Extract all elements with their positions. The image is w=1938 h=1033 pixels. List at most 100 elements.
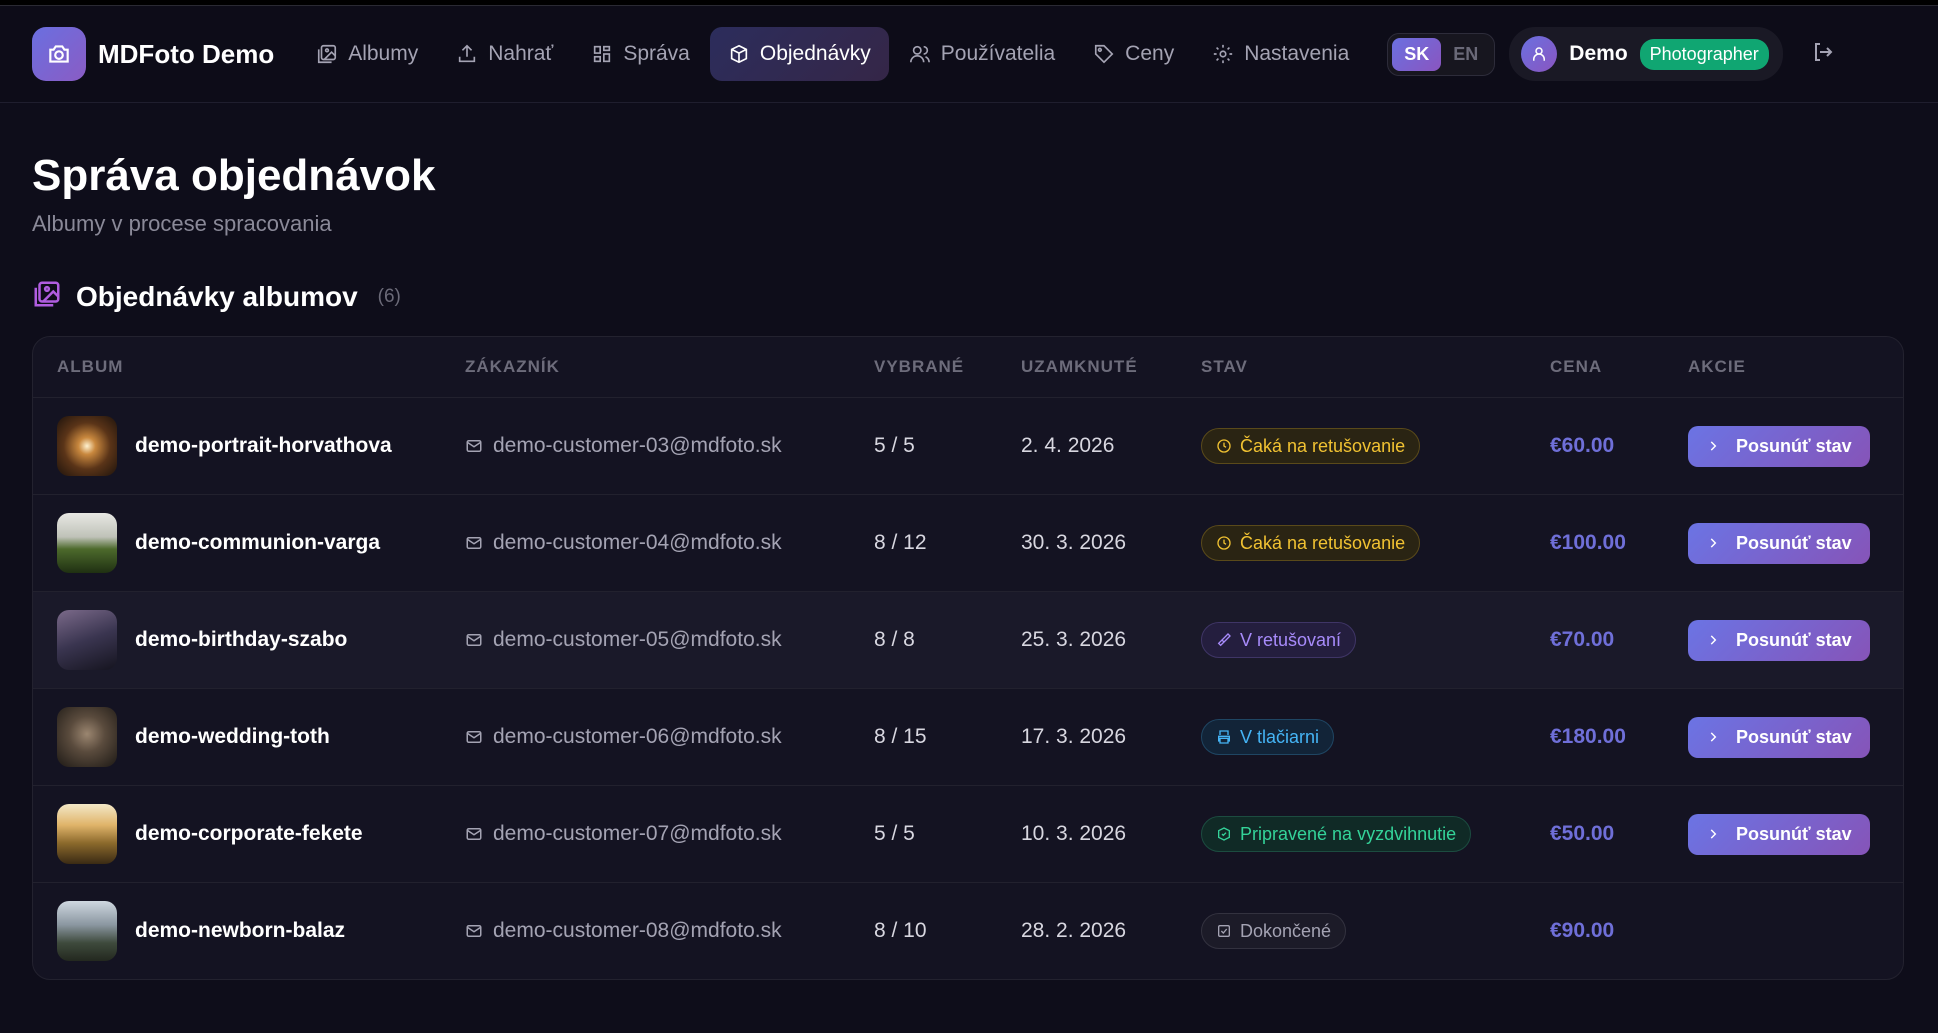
- album-name[interactable]: demo-communion-varga: [135, 531, 381, 554]
- header-status[interactable]: STAV: [1201, 357, 1248, 376]
- lang-sk[interactable]: SK: [1392, 37, 1442, 71]
- album-thumbnail[interactable]: [57, 416, 117, 476]
- album-thumbnail[interactable]: [57, 707, 117, 767]
- advance-status-button[interactable]: Posunúť stav: [1688, 425, 1870, 467]
- button-label: Posunúť stav: [1736, 532, 1852, 553]
- status-label: V retušovaní: [1240, 629, 1342, 650]
- album-thumbnail[interactable]: [57, 513, 117, 573]
- status-badge: Dokončené: [1201, 913, 1347, 949]
- advance-status-button[interactable]: Posunúť stav: [1688, 522, 1870, 564]
- brand-name[interactable]: MDFoto Demo: [98, 38, 275, 69]
- table-row[interactable]: demo-communion-varga demo-customer-04@md…: [33, 494, 1903, 591]
- nav-používatelia[interactable]: Používatelia: [891, 27, 1073, 81]
- header-locked[interactable]: UZAMKNUTÉ: [1021, 357, 1138, 376]
- button-label: Posunúť stav: [1736, 726, 1852, 747]
- status-badge: V retušovaní: [1201, 622, 1357, 658]
- nav-správa[interactable]: Správa: [573, 27, 708, 81]
- status-badge: Pripravené na vyzdvihnutie: [1201, 816, 1472, 852]
- advance-status-button[interactable]: Posunúť stav: [1688, 716, 1870, 758]
- tag-icon: [1095, 44, 1114, 64]
- user-menu[interactable]: Demo Photographer: [1509, 27, 1783, 81]
- section-title: Objednávky albumov: [76, 280, 358, 312]
- page-title: Správa objednávok: [32, 151, 436, 200]
- album-name[interactable]: demo-wedding-toth: [135, 725, 330, 748]
- album-thumbnail[interactable]: [57, 804, 117, 864]
- album-thumbnail[interactable]: [57, 610, 117, 670]
- chevron-right-icon: [1710, 441, 1717, 451]
- lang-en[interactable]: EN: [1453, 43, 1479, 64]
- customer-email: demo-customer-07@mdfoto.sk: [493, 822, 782, 845]
- button-label: Posunúť stav: [1736, 435, 1852, 456]
- mail-icon: [466, 828, 482, 840]
- price: €100.00: [1550, 531, 1626, 554]
- header-customer[interactable]: ZÁKAZNÍK: [465, 357, 560, 376]
- camera-icon[interactable]: [32, 27, 86, 81]
- nav-nahrať[interactable]: Nahrať: [438, 27, 571, 81]
- orders-table: ALBUM ZÁKAZNÍK VYBRANÉ UZAMKNUTÉ STAV CE…: [32, 336, 1904, 980]
- clock-icon: [1217, 536, 1231, 550]
- table-row[interactable]: demo-birthday-szabo demo-customer-05@mdf…: [33, 591, 1903, 688]
- nav-objednávky[interactable]: Objednávky: [709, 27, 889, 81]
- nav-label: Objednávky: [759, 42, 871, 65]
- table-header: ALBUM ZÁKAZNÍK VYBRANÉ UZAMKNUTÉ STAV CE…: [33, 337, 1903, 397]
- nav-albumy[interactable]: Albumy: [298, 27, 436, 81]
- package-icon: [730, 44, 748, 64]
- table-row[interactable]: demo-portrait-horvathova demo-customer-0…: [33, 397, 1903, 494]
- status-badge: Čaká na retušovanie: [1201, 525, 1421, 561]
- price: €90.00: [1550, 919, 1615, 942]
- locked-date: 30. 3. 2026: [1021, 531, 1127, 554]
- header-actions: AKCIE: [1688, 357, 1746, 376]
- selected-count: 8 / 8: [874, 628, 915, 651]
- status-label: Čaká na retušovanie: [1240, 435, 1406, 456]
- mail-icon: [466, 731, 482, 743]
- advance-status-button[interactable]: Posunúť stav: [1688, 813, 1870, 855]
- button-label: Posunúť stav: [1736, 823, 1852, 844]
- check-square-icon: [1218, 925, 1230, 937]
- price: €70.00: [1550, 628, 1615, 651]
- album-name[interactable]: demo-corporate-fekete: [135, 822, 363, 845]
- window-top-border: [0, 0, 1938, 6]
- album-thumbnail[interactable]: [57, 901, 117, 961]
- chevron-right-icon: [1710, 732, 1717, 742]
- price: €180.00: [1550, 725, 1626, 748]
- nav-nastavenia[interactable]: Nastavenia: [1194, 27, 1367, 81]
- locked-date: 2. 4. 2026: [1021, 434, 1115, 457]
- table-row[interactable]: demo-wedding-toth demo-customer-06@mdfot…: [33, 688, 1903, 785]
- chevron-right-icon: [1710, 829, 1717, 839]
- status-badge: Čaká na retušovanie: [1201, 428, 1421, 464]
- nav-ceny[interactable]: Ceny: [1075, 27, 1192, 81]
- selected-count: 8 / 12: [874, 531, 927, 554]
- logout-icon[interactable]: [1811, 40, 1835, 69]
- image-icon: [318, 44, 337, 64]
- price: €50.00: [1550, 822, 1615, 845]
- package-check-icon: [1218, 827, 1230, 841]
- album-name[interactable]: demo-portrait-horvathova: [135, 434, 392, 457]
- selected-count: 8 / 15: [874, 725, 927, 748]
- locked-date: 25. 3. 2026: [1021, 628, 1127, 651]
- mail-icon: [466, 440, 482, 452]
- mail-icon: [466, 634, 482, 646]
- button-label: Posunúť stav: [1736, 629, 1852, 650]
- table-row[interactable]: demo-corporate-fekete demo-customer-07@m…: [33, 785, 1903, 882]
- header-price[interactable]: CENA: [1550, 357, 1603, 376]
- upload-icon: [459, 44, 476, 63]
- header-selected[interactable]: VYBRANÉ: [874, 357, 965, 376]
- status-label: Dokončené: [1240, 920, 1332, 941]
- mail-icon: [466, 925, 482, 937]
- chevron-right-icon: [1710, 538, 1717, 548]
- language-switcher: SK EN: [1387, 32, 1496, 76]
- gear-icon: [1214, 44, 1233, 64]
- mail-icon: [466, 537, 482, 549]
- order-count: (6): [377, 285, 401, 307]
- customer-email: demo-customer-03@mdfoto.sk: [493, 434, 782, 457]
- customer-email: demo-customer-05@mdfoto.sk: [493, 628, 782, 651]
- album-name[interactable]: demo-newborn-balaz: [135, 919, 346, 942]
- table-row[interactable]: demo-newborn-balaz demo-customer-08@mdfo…: [33, 882, 1903, 979]
- header-album[interactable]: ALBUM: [57, 357, 124, 376]
- advance-status-button[interactable]: Posunúť stav: [1688, 619, 1870, 661]
- album-name[interactable]: demo-birthday-szabo: [135, 628, 348, 651]
- users-icon: [909, 45, 930, 63]
- clock-icon: [1217, 439, 1231, 453]
- selected-count: 5 / 5: [874, 822, 915, 845]
- top-nav: MDFoto Demo Albumy Nahrať Správa Objednávky…: [0, 6, 1938, 103]
